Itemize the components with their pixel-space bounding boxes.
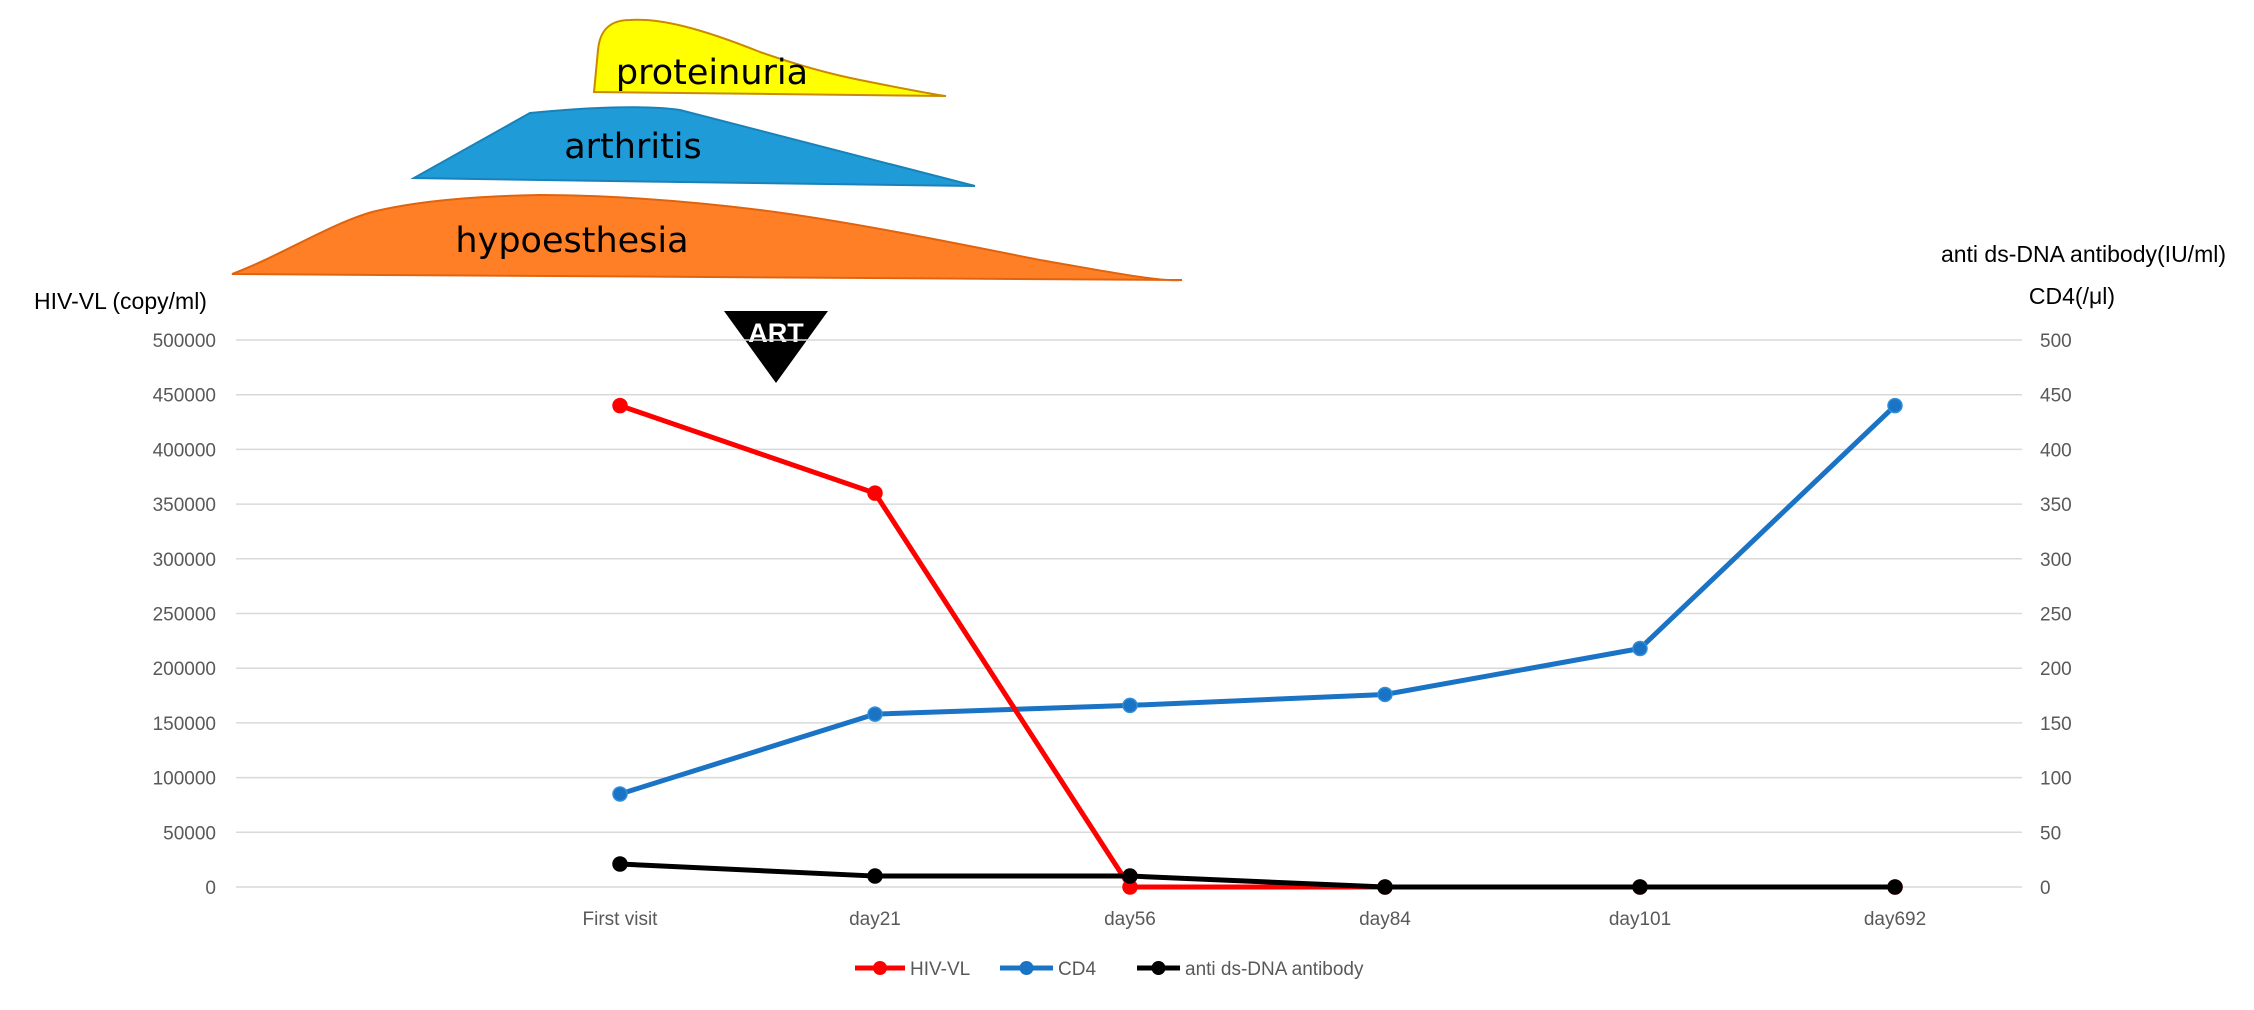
left-tick-label: 50000 [163, 823, 216, 844]
art-label: ART [748, 318, 804, 348]
data-point-hiv-vl [867, 485, 883, 501]
symptom-annotations: hypoesthesia arthritis proteinuria [231, 18, 1183, 282]
left-tick-label: 300000 [153, 550, 216, 571]
hypoesthesia-label: hypoesthesia [455, 221, 688, 261]
right-axis-ticks: 0 50 100 150 200 250 300 350 400 450 500 [2040, 331, 2072, 899]
left-tick-label: 250000 [153, 605, 216, 626]
left-tick-label: 150000 [153, 714, 216, 735]
gridlines [236, 339, 2022, 888]
left-tick-label: 450000 [153, 386, 216, 407]
data-point-cd4 [1377, 686, 1393, 703]
legend-marker-anti-ds-dna-antibody [1151, 961, 1166, 975]
left-tick-label: 100000 [153, 769, 216, 790]
right-tick-label: 500 [2040, 331, 2072, 352]
legend-marker-hiv-vl [873, 961, 887, 975]
data-point-anti-ds-dna-antibody [1887, 879, 1903, 895]
legend-label-cd4: CD4 [1058, 959, 1096, 980]
left-tick-label: 500000 [153, 331, 216, 352]
right-tick-label: 200 [2040, 659, 2072, 680]
right-tick-label: 100 [2040, 769, 2072, 790]
left-axis-ticks: 0 50000 100000 150000 200000 250000 300000 3500… [153, 331, 216, 899]
series-line-hiv-vl [619, 403, 1895, 890]
data-point-cd4 [1122, 697, 1138, 714]
legend-label-anti-ds-dna-antibody: anti ds-DNA antibody [1185, 959, 1364, 980]
right-axis-title-line1: anti ds-DNA antibody(IU/ml) [1941, 241, 2226, 267]
left-tick-label: 350000 [153, 495, 216, 516]
data-point-cd4 [867, 706, 883, 722]
right-tick-label: 300 [2040, 550, 2072, 571]
arthritis-band [410, 106, 976, 187]
series-line-cd4 [619, 403, 1897, 797]
right-tick-label: 50 [2040, 823, 2061, 844]
data-point-anti-ds-dna-antibody [612, 856, 628, 872]
right-tick-label: 400 [2040, 440, 2072, 461]
legend: HIV-VL CD4 anti ds-DNA antibody [855, 959, 1364, 980]
x-axis-ticks: First visit day21 day56 day84 day101 day692 [583, 909, 1927, 930]
right-tick-label: 150 [2040, 714, 2072, 735]
right-tick-label: 250 [2040, 605, 2072, 626]
legend-label-hiv-vl: HIV-VL [910, 959, 970, 980]
series-lines [612, 397, 1903, 895]
right-tick-label: 0 [2040, 878, 2051, 899]
right-axis-title-line2: CD4(/μl) [2029, 283, 2115, 309]
data-point-cd4 [1632, 640, 1648, 657]
x-tick-label: day56 [1104, 909, 1156, 930]
proteinuria-band [592, 18, 947, 97]
data-point-anti-ds-dna-antibody [1122, 868, 1138, 884]
left-tick-label: 200000 [153, 659, 216, 680]
right-tick-label: 350 [2040, 495, 2072, 516]
art-triangle [724, 311, 828, 383]
x-tick-label: day84 [1359, 909, 1411, 930]
data-point-anti-ds-dna-antibody [1377, 879, 1393, 895]
left-tick-label: 400000 [153, 440, 216, 461]
proteinuria-label: proteinuria [616, 53, 808, 93]
data-point-cd4 [612, 786, 628, 802]
legend-marker-cd4 [1019, 961, 1034, 975]
x-tick-label: day101 [1609, 909, 1671, 930]
data-point-cd4 [1887, 397, 1903, 414]
data-point-hiv-vl [612, 397, 628, 414]
arthritis-label: arthritis [564, 127, 702, 167]
x-tick-label: day21 [849, 909, 901, 930]
x-tick-label: First visit [583, 909, 659, 930]
data-point-anti-ds-dna-antibody [1632, 879, 1648, 895]
series-line-anti-ds-dna-antibody [619, 861, 1895, 890]
art-marker: ART [724, 311, 828, 383]
data-point-anti-ds-dna-antibody [867, 868, 883, 884]
left-axis-title: HIV-VL (copy/ml) [34, 288, 207, 314]
right-tick-label: 450 [2040, 386, 2072, 407]
x-tick-label: day692 [1864, 909, 1926, 930]
left-tick-label: 0 [205, 878, 216, 899]
hypoesthesia-band [231, 193, 1183, 282]
